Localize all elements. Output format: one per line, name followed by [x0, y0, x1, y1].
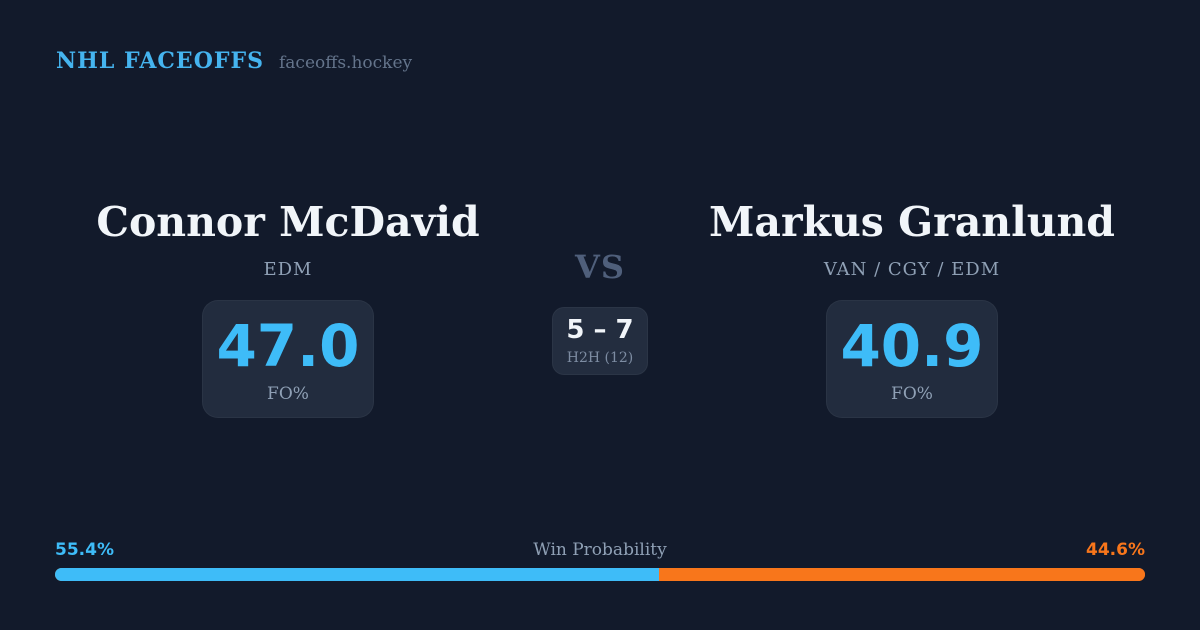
player-panel-right: Markus Granlund VAN / CGY / EDM 40.9 FO% — [679, 198, 1145, 419]
brand-logo: NHL FACEOFFS — [56, 48, 264, 74]
player-teams: VAN / CGY / EDM — [823, 259, 1001, 281]
win-probability-right-pct: 44.6% — [1086, 540, 1145, 560]
faceoff-pct-box: 47.0 FO% — [202, 300, 374, 419]
player-teams: EDM — [263, 259, 313, 281]
site-url: faceoffs.hockey — [279, 53, 413, 73]
player-panel-left: Connor McDavid EDM 47.0 FO% — [55, 198, 521, 419]
head-to-head-label: H2H (12) — [566, 349, 634, 366]
faceoff-pct-value: 47.0 — [216, 311, 360, 380]
faceoff-pct-box: 40.9 FO% — [826, 300, 998, 419]
versus-panel: VS 5 – 7 H2H (12) — [521, 248, 679, 375]
win-probability-labels: 55.4% Win Probability 44.6% — [55, 540, 1145, 560]
head-to-head-score: 5 – 7 — [566, 314, 634, 345]
player-name: Connor McDavid — [96, 198, 480, 246]
faceoff-pct-label: FO% — [267, 383, 309, 404]
vs-label: VS — [575, 248, 625, 286]
win-probability-title: Win Probability — [533, 540, 667, 560]
faceoff-pct-value: 40.9 — [840, 311, 984, 380]
win-probability-left-pct: 55.4% — [55, 540, 114, 560]
player-name: Markus Granlund — [709, 198, 1115, 246]
win-probability-bar-right-segment — [658, 568, 1145, 581]
head-to-head-box: 5 – 7 H2H (12) — [552, 307, 648, 375]
faceoff-pct-label: FO% — [891, 383, 933, 404]
header: NHL FACEOFFS faceoffs.hockey — [56, 48, 412, 74]
win-probability-bar-left-segment — [55, 568, 659, 581]
win-probability-bar — [55, 568, 1145, 581]
